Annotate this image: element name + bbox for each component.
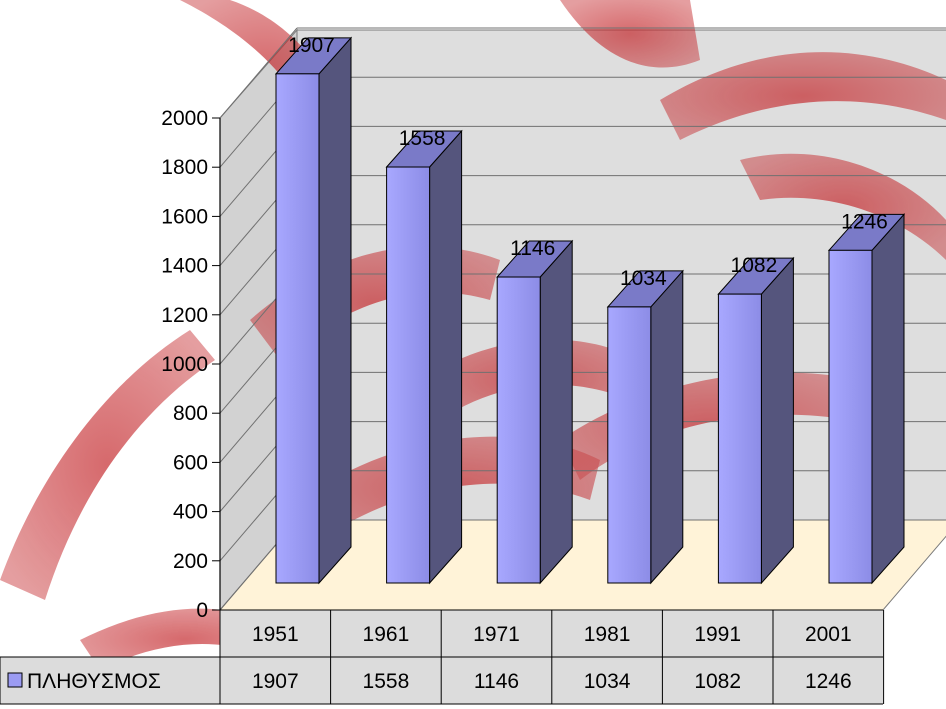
legend-series-name: ΠΛΗΘΥΣΜΟΣ	[27, 670, 161, 693]
y-tick-label: 400	[173, 501, 208, 524]
y-tick-label: 800	[173, 402, 208, 425]
data-labels: 1907 1558 1146 1034 1082 1246	[288, 34, 888, 290]
table-value: 1246	[805, 670, 852, 693]
y-tick-label: 1000	[161, 353, 208, 376]
bar-side-face	[871, 213, 905, 585]
bar-front-face	[607, 306, 652, 584]
bar-1981	[606, 269, 684, 585]
bar-front-face	[828, 249, 873, 584]
bar-front-face	[496, 276, 541, 584]
y-axis: 0 200 400 600 800 1000 1200 1400 1600 1800 2000	[161, 107, 221, 622]
bar-1991	[717, 256, 795, 585]
data-label: 1907	[288, 34, 335, 57]
bar-side-face	[539, 239, 573, 585]
y-tick-label: 600	[173, 451, 208, 474]
bar-1951	[274, 36, 353, 585]
y-tick-label: 200	[173, 550, 208, 573]
data-label: 1146	[510, 237, 555, 260]
table-value: 1146	[474, 670, 519, 693]
legend-key	[7, 672, 23, 688]
table-value: 1034	[584, 670, 631, 693]
bar-front-face	[386, 166, 431, 584]
table-value: 1558	[363, 670, 410, 693]
y-tick-label: 1600	[161, 205, 208, 228]
gridline-side	[219, 27, 298, 119]
bar-side-face	[429, 129, 463, 585]
y-tick-label: 2000	[161, 107, 208, 130]
bar-front-face	[275, 73, 320, 584]
category-label: 1991	[694, 623, 741, 646]
category-label: 2001	[805, 623, 852, 646]
data-table: 1951 1907 1961 1558 1971 1146 1981 1034 1991 1082…	[0, 609, 885, 705]
table-value: 1082	[694, 670, 741, 693]
y-tick-label: 0	[196, 599, 208, 622]
bar-side-face	[650, 269, 684, 585]
category-label: 1981	[584, 623, 631, 646]
data-label: 1558	[399, 127, 446, 150]
y-tick-label: 1800	[161, 156, 208, 179]
data-label: 1246	[841, 210, 888, 233]
bar-2001	[827, 213, 906, 585]
bar-1971	[496, 239, 574, 585]
bar-side-face	[318, 36, 352, 585]
y-tick-label: 1200	[161, 304, 208, 327]
data-label: 1034	[620, 267, 667, 290]
category-label: 1951	[252, 623, 299, 646]
bar-1961	[385, 129, 463, 585]
y-tick-label: 1400	[161, 255, 208, 278]
category-label: 1961	[363, 623, 410, 646]
table-value: 1907	[252, 670, 299, 693]
bar-side-face	[760, 256, 794, 585]
data-label: 1082	[731, 254, 778, 277]
category-label: 1971	[473, 623, 520, 646]
bars	[274, 36, 906, 585]
bar-front-face	[717, 293, 762, 584]
